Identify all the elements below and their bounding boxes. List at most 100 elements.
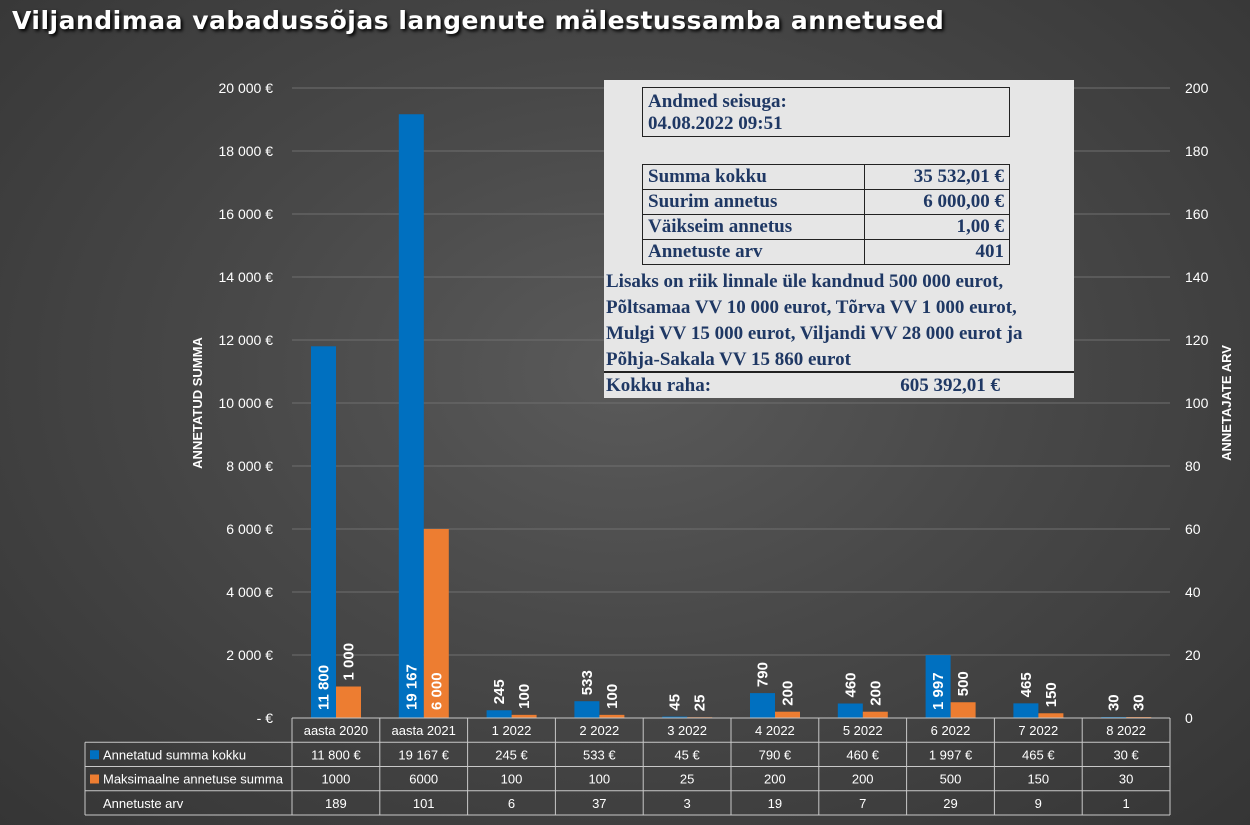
table-cell: 245 € xyxy=(495,747,528,762)
table-cell: 460 € xyxy=(846,747,879,762)
data-label: 533 xyxy=(579,670,596,695)
stats-value: 401 xyxy=(864,239,1010,265)
chart-title: Viljandimaa vabadussõjas langenute mäles… xyxy=(12,6,945,35)
stats-label: Summa kokku xyxy=(641,164,866,190)
table-cell: 11 800 € xyxy=(311,747,361,762)
y-tick-label: - € xyxy=(257,710,274,726)
data-label: 150 xyxy=(1043,682,1060,707)
stats-value: 35 532,01 € xyxy=(864,164,1010,190)
table-cell: 1000 xyxy=(321,772,350,787)
note-text: Lisaks on riik linnale üle kandnud 500 0… xyxy=(606,269,1072,373)
y-tick-label: 2 000 € xyxy=(226,647,273,663)
total-value: 605 392,01 € xyxy=(900,375,1000,396)
bars: 11 800 1 000 19 167 6 000 245 100 533 100 45 25 79… xyxy=(311,114,1152,718)
data-label: 30 xyxy=(1106,694,1123,711)
category-label: aasta 2021 xyxy=(392,723,456,738)
y-tick-label: 4 000 € xyxy=(226,584,273,600)
total-row: Kokku raha: 605 392,01 € xyxy=(604,371,1074,398)
table-cell: 6000 xyxy=(409,772,438,787)
bar xyxy=(750,693,775,718)
y-tick-label: 14 000 € xyxy=(219,269,274,285)
table-cell: 101 xyxy=(413,796,435,811)
y-tick-label: 8 000 € xyxy=(226,458,273,474)
table-cell: 9 xyxy=(1035,796,1042,811)
bar xyxy=(486,710,512,718)
y-tick-label: 12 000 € xyxy=(219,332,274,348)
data-label: 500 xyxy=(955,671,972,696)
table-cell: 3 xyxy=(683,796,690,811)
y2-tick-label: 200 xyxy=(1185,80,1209,96)
y2-tick-label: 100 xyxy=(1185,395,1209,411)
table-cell: 30 xyxy=(1119,772,1133,787)
bar xyxy=(662,716,688,718)
table-cell: 189 xyxy=(325,796,347,811)
table-cell: 500 xyxy=(940,772,962,787)
legend-entry: Annetuste arv xyxy=(103,796,184,811)
note-line: Lisaks on riik linnale üle kandnud 500 0… xyxy=(606,271,1004,292)
table-cell: 1 xyxy=(1122,796,1129,811)
bar xyxy=(862,711,888,718)
data-label: 6 000 xyxy=(428,672,445,710)
category-label: 4 2022 xyxy=(755,723,795,738)
data-label: 100 xyxy=(516,684,533,709)
y2-tick-label: 160 xyxy=(1185,206,1209,222)
data-label: 460 xyxy=(842,672,859,697)
table-cell: 19 167 € xyxy=(398,747,449,762)
data-label: 100 xyxy=(604,684,621,709)
as-of-box: Andmed seisuga: 04.08.2022 09:51 xyxy=(642,87,1010,137)
category-label: aasta 2020 xyxy=(304,723,368,738)
data-label: 25 xyxy=(692,695,709,712)
stats-value: 1,00 € xyxy=(864,214,1010,240)
bar xyxy=(1038,713,1064,718)
y-tick-label: 6 000 € xyxy=(226,521,273,537)
table-cell: 37 xyxy=(592,796,606,811)
bar xyxy=(336,686,361,718)
table-cell: 465 € xyxy=(1022,747,1055,762)
stats-row: Annetuste arv 401 xyxy=(641,239,1010,265)
table-cell: 45 € xyxy=(674,747,700,762)
stats-label: Annetuste arv xyxy=(641,239,866,265)
y2-tick-label: 140 xyxy=(1185,269,1209,285)
data-label: 790 xyxy=(755,662,772,687)
bar xyxy=(1013,703,1039,718)
y2-tick-label: 40 xyxy=(1185,584,1201,600)
data-label: 45 xyxy=(667,694,684,711)
bar xyxy=(398,114,424,718)
table-cell: 100 xyxy=(588,772,610,787)
table-cell: 19 xyxy=(768,796,782,811)
bar xyxy=(511,714,537,718)
legend-key xyxy=(90,774,99,784)
data-label: 200 xyxy=(867,681,884,706)
data-label: 1 000 xyxy=(341,643,358,681)
axes: - € 0 2 000 € 20 4 000 € 40 6 000 € 60 8 000 € 80… xyxy=(219,80,1209,726)
bar xyxy=(311,346,336,718)
data-label: 19 167 xyxy=(403,664,420,710)
data-label: 465 xyxy=(1018,672,1035,697)
stats-row: Väikseim annetus 1,00 € xyxy=(641,214,1010,240)
table-cell: 150 xyxy=(1027,772,1049,787)
stats-row: Suurim annetus 6 000,00 € xyxy=(641,189,1010,215)
table-cell: 533 € xyxy=(583,747,616,762)
table-cell: 7 xyxy=(859,796,866,811)
as-of-label: Andmed seisuga: xyxy=(648,91,787,112)
bar xyxy=(837,703,863,718)
table-cell: 100 xyxy=(501,772,523,787)
table-cell: 29 xyxy=(943,796,957,811)
y-axis-label: ANNETATUD SUMMA xyxy=(190,337,205,469)
data-label: 245 xyxy=(491,679,508,704)
category-label: 8 2022 xyxy=(1106,723,1146,738)
stats-label: Suurim annetus xyxy=(641,189,866,215)
stats-row: Summa kokku 35 532,01 € xyxy=(641,164,1010,190)
stats-label: Väikseim annetus xyxy=(641,214,866,240)
category-label: 5 2022 xyxy=(843,723,883,738)
data-table: aasta 2020 aasta 2021 1 2022 2 2022 3 2022 4 … xyxy=(84,717,1171,816)
category-label: 7 2022 xyxy=(1018,723,1058,738)
table-cell: 6 xyxy=(508,796,515,811)
y2-tick-label: 0 xyxy=(1185,710,1193,726)
y2-axis-label: ANNETAJATE ARV xyxy=(1219,345,1234,461)
y-tick-label: 10 000 € xyxy=(219,395,274,411)
y2-tick-label: 20 xyxy=(1185,647,1201,663)
table-cell: 1 997 € xyxy=(929,747,973,762)
category-label: 3 2022 xyxy=(667,723,707,738)
as-of-value: 04.08.2022 09:51 xyxy=(648,113,783,134)
